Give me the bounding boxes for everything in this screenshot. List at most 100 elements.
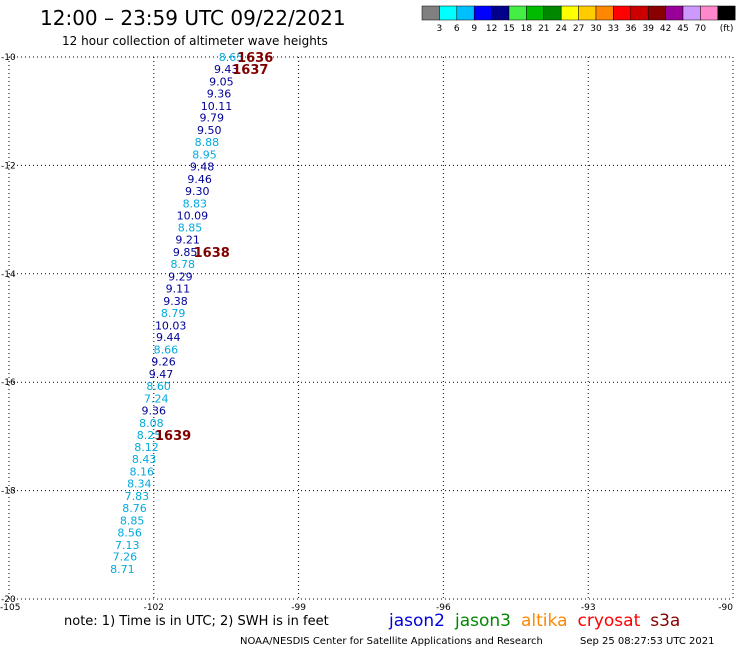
legend-label: 3 xyxy=(437,24,443,34)
footer-timestamp: Sep 25 08:27:53 UTC 2021 xyxy=(580,636,714,647)
legend-swatch xyxy=(560,5,579,21)
x-tick-label: -105 xyxy=(0,603,20,613)
wave-height-point: 8.78 xyxy=(171,258,196,271)
x-tick-label: -99 xyxy=(291,603,306,613)
wave-height-point: 9.79 xyxy=(199,112,224,125)
legend-swatch xyxy=(543,5,562,21)
grid-lines xyxy=(8,56,734,600)
wave-height-point: 9.50 xyxy=(197,124,222,137)
satellite-name: altika xyxy=(521,611,568,631)
chart-subtitle: 12 hour collection of altimeter wave hei… xyxy=(62,34,328,48)
legend-label: 42 xyxy=(660,24,671,34)
legend-swatch xyxy=(508,5,527,21)
pass-number-label: 1636 xyxy=(237,51,273,66)
wave-height-point: 8.76 xyxy=(122,502,147,515)
wave-height-point: 8.88 xyxy=(195,136,220,149)
wave-height-point: 7.83 xyxy=(125,490,150,503)
satellite-name: cryosat xyxy=(578,611,641,631)
legend-swatch xyxy=(473,5,492,21)
legend-swatch xyxy=(439,5,458,21)
wave-height-point: 9.36 xyxy=(142,404,167,417)
x-tick-label: -102 xyxy=(144,603,164,613)
y-tick-label: -14 xyxy=(1,270,16,280)
wave-height-point: 9.30 xyxy=(185,185,210,198)
wave-height-point: 9.05 xyxy=(209,75,234,88)
legend-swatch xyxy=(595,5,614,21)
legend-label: 45 xyxy=(677,24,688,34)
wave-height-point: 7.24 xyxy=(144,392,169,405)
pass-number-label: 1639 xyxy=(155,429,191,444)
wave-height-point: 9.85 xyxy=(173,246,198,259)
wave-height-point: 9.11 xyxy=(166,282,191,295)
x-tick-label: -90 xyxy=(718,603,733,613)
legend-swatch xyxy=(456,5,475,21)
legend-swatch xyxy=(647,5,666,21)
legend-label: 36 xyxy=(625,24,637,34)
wave-height-point: 8.85 xyxy=(178,222,203,235)
legend-swatch xyxy=(578,5,597,21)
color-legend: 3 6 9 12 15 18 21 24 27 30 33 36 39 42 45 70 (ft) xyxy=(421,5,736,34)
wave-height-point: 7.13 xyxy=(115,539,140,552)
wave-height-point: 8.08 xyxy=(139,417,164,430)
legend-swatch xyxy=(665,5,684,21)
legend-swatch xyxy=(700,5,719,21)
wave-height-point: 9.46 xyxy=(187,173,212,186)
y-tick-label: -16 xyxy=(1,378,16,388)
wave-height-point: 8.71 xyxy=(110,563,135,576)
legend-label: 27 xyxy=(573,24,584,34)
pass-number-label: 1637 xyxy=(232,63,268,78)
legend-label: 39 xyxy=(642,24,654,34)
legend-label: 70 xyxy=(695,24,707,34)
wave-height-point: 8.79 xyxy=(161,307,186,320)
legend-label: 6 xyxy=(454,24,460,34)
wave-height-point: 9.36 xyxy=(207,87,232,100)
wave-height-point: 9.43 xyxy=(214,63,239,76)
legend-label: 15 xyxy=(503,24,514,34)
wave-height-point: 8.34 xyxy=(127,478,152,491)
x-tick-label: -96 xyxy=(436,603,451,613)
legend-label: 33 xyxy=(608,24,619,34)
footer-credit: NOAA/NESDIS Center for Satellite Applica… xyxy=(240,636,543,647)
wave-height-point: 9.29 xyxy=(168,271,193,284)
legend-swatch xyxy=(421,5,440,21)
footer-note: note: 1) Time is in UTC; 2) SWH is in fe… xyxy=(64,614,329,629)
legend-unit: (ft) xyxy=(720,24,734,34)
wave-height-point: 9.47 xyxy=(149,368,174,381)
legend-label: 12 xyxy=(486,24,497,34)
wave-height-point: 8.85 xyxy=(120,514,145,527)
legend-label: 9 xyxy=(471,24,477,34)
legend-swatch xyxy=(717,5,736,21)
wave-height-point: 8.66 xyxy=(154,344,179,357)
y-tick-label: -18 xyxy=(1,487,16,497)
wave-height-point: 8.56 xyxy=(117,526,142,539)
wave-height-point: 8.12 xyxy=(134,441,159,454)
wave-height-point: 10.09 xyxy=(177,209,209,222)
axis-tick-labels: -10 -12 -14 -16 -18 -20-105 -102 -99 -96 -93 -90 xyxy=(0,53,733,613)
wave-height-values: 8.659.439.059.3610.119.799.508.888.959.4… xyxy=(110,51,243,576)
satellite-name: jason2 xyxy=(388,611,445,631)
wave-height-point: 8.83 xyxy=(183,197,208,210)
y-tick-label: -10 xyxy=(1,53,16,63)
chart-title: 12:00 – 23:59 UTC 09/22/2021 xyxy=(40,6,346,30)
wave-height-point: 9.44 xyxy=(156,331,181,344)
wave-height-point: 8.95 xyxy=(192,149,217,162)
wave-height-point: 8.25 xyxy=(137,429,162,442)
legend-swatch xyxy=(682,5,701,21)
wave-height-point: 8.16 xyxy=(129,466,154,479)
y-tick-label: -20 xyxy=(1,595,16,605)
legend-swatch xyxy=(491,5,510,21)
wave-height-point: 10.11 xyxy=(201,100,233,113)
wave-height-point: 8.65 xyxy=(219,51,244,64)
legend-label: 18 xyxy=(521,24,533,34)
legend-swatch xyxy=(613,5,632,21)
wave-height-point: 10.03 xyxy=(155,319,187,332)
wave-height-point: 9.38 xyxy=(163,295,188,308)
wave-height-point: 8.60 xyxy=(146,380,171,393)
wave-height-point: 8.43 xyxy=(132,453,157,466)
satellite-name: s3a xyxy=(650,611,680,631)
legend-swatch xyxy=(526,5,545,21)
satellite-name: jason3 xyxy=(454,611,511,631)
legend-label: 21 xyxy=(538,24,549,34)
